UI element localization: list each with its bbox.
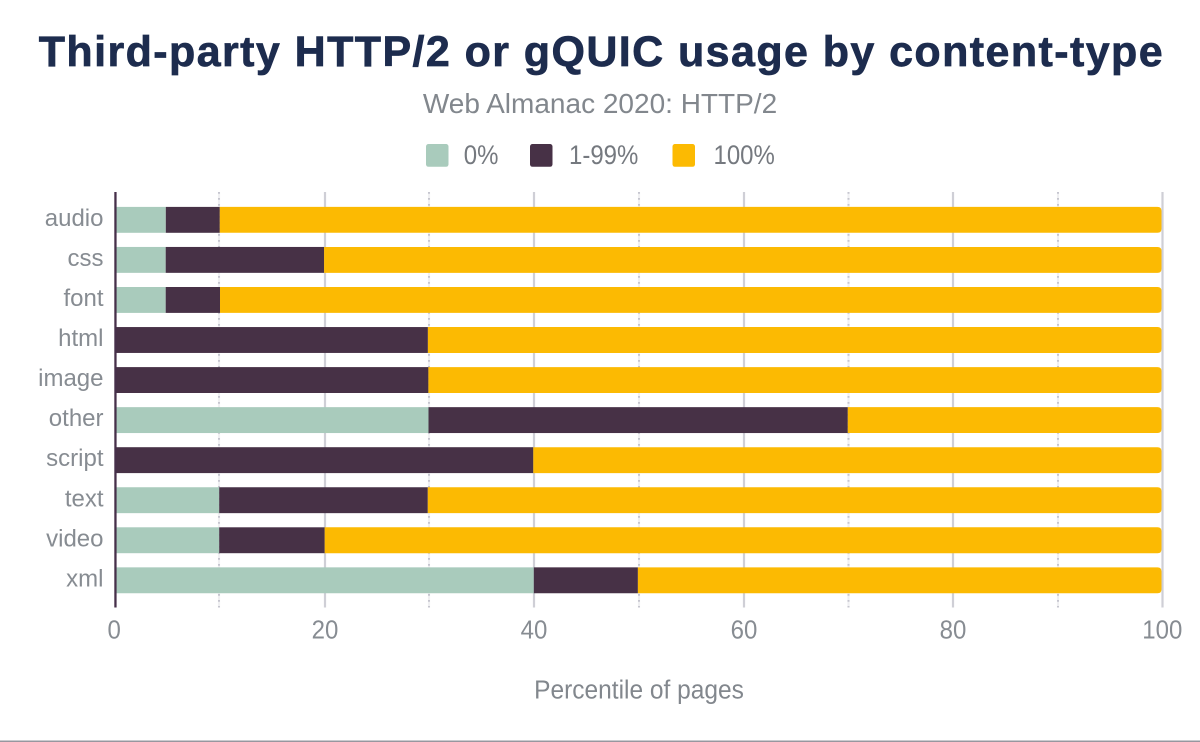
svg-text:Web Almanac 2020: HTTP/2: Web Almanac 2020: HTTP/2	[423, 88, 777, 119]
svg-text:other: other	[49, 405, 104, 432]
svg-text:80: 80	[940, 617, 967, 645]
svg-text:image: image	[38, 365, 103, 392]
svg-text:100: 100	[1142, 617, 1182, 645]
svg-text:Percentile of pages: Percentile of pages	[534, 676, 744, 705]
svg-text:0%: 0%	[464, 141, 499, 170]
svg-text:script: script	[46, 445, 104, 472]
svg-text:1-99%: 1-99%	[569, 141, 638, 170]
svg-text:100%: 100%	[714, 141, 775, 170]
svg-text:20: 20	[312, 617, 339, 645]
svg-text:40: 40	[521, 617, 548, 645]
svg-text:Third-party HTTP/2 or gQUIC us: Third-party HTTP/2 or gQUIC usage by con…	[39, 28, 1164, 76]
svg-text:xml: xml	[66, 565, 103, 592]
svg-text:60: 60	[731, 617, 758, 645]
svg-text:html: html	[58, 325, 103, 352]
svg-text:video: video	[46, 525, 103, 552]
svg-text:css: css	[68, 245, 104, 272]
svg-text:0: 0	[108, 617, 121, 645]
svg-text:text: text	[65, 485, 104, 512]
svg-text:font: font	[63, 285, 103, 312]
svg-text:audio: audio	[45, 205, 104, 232]
